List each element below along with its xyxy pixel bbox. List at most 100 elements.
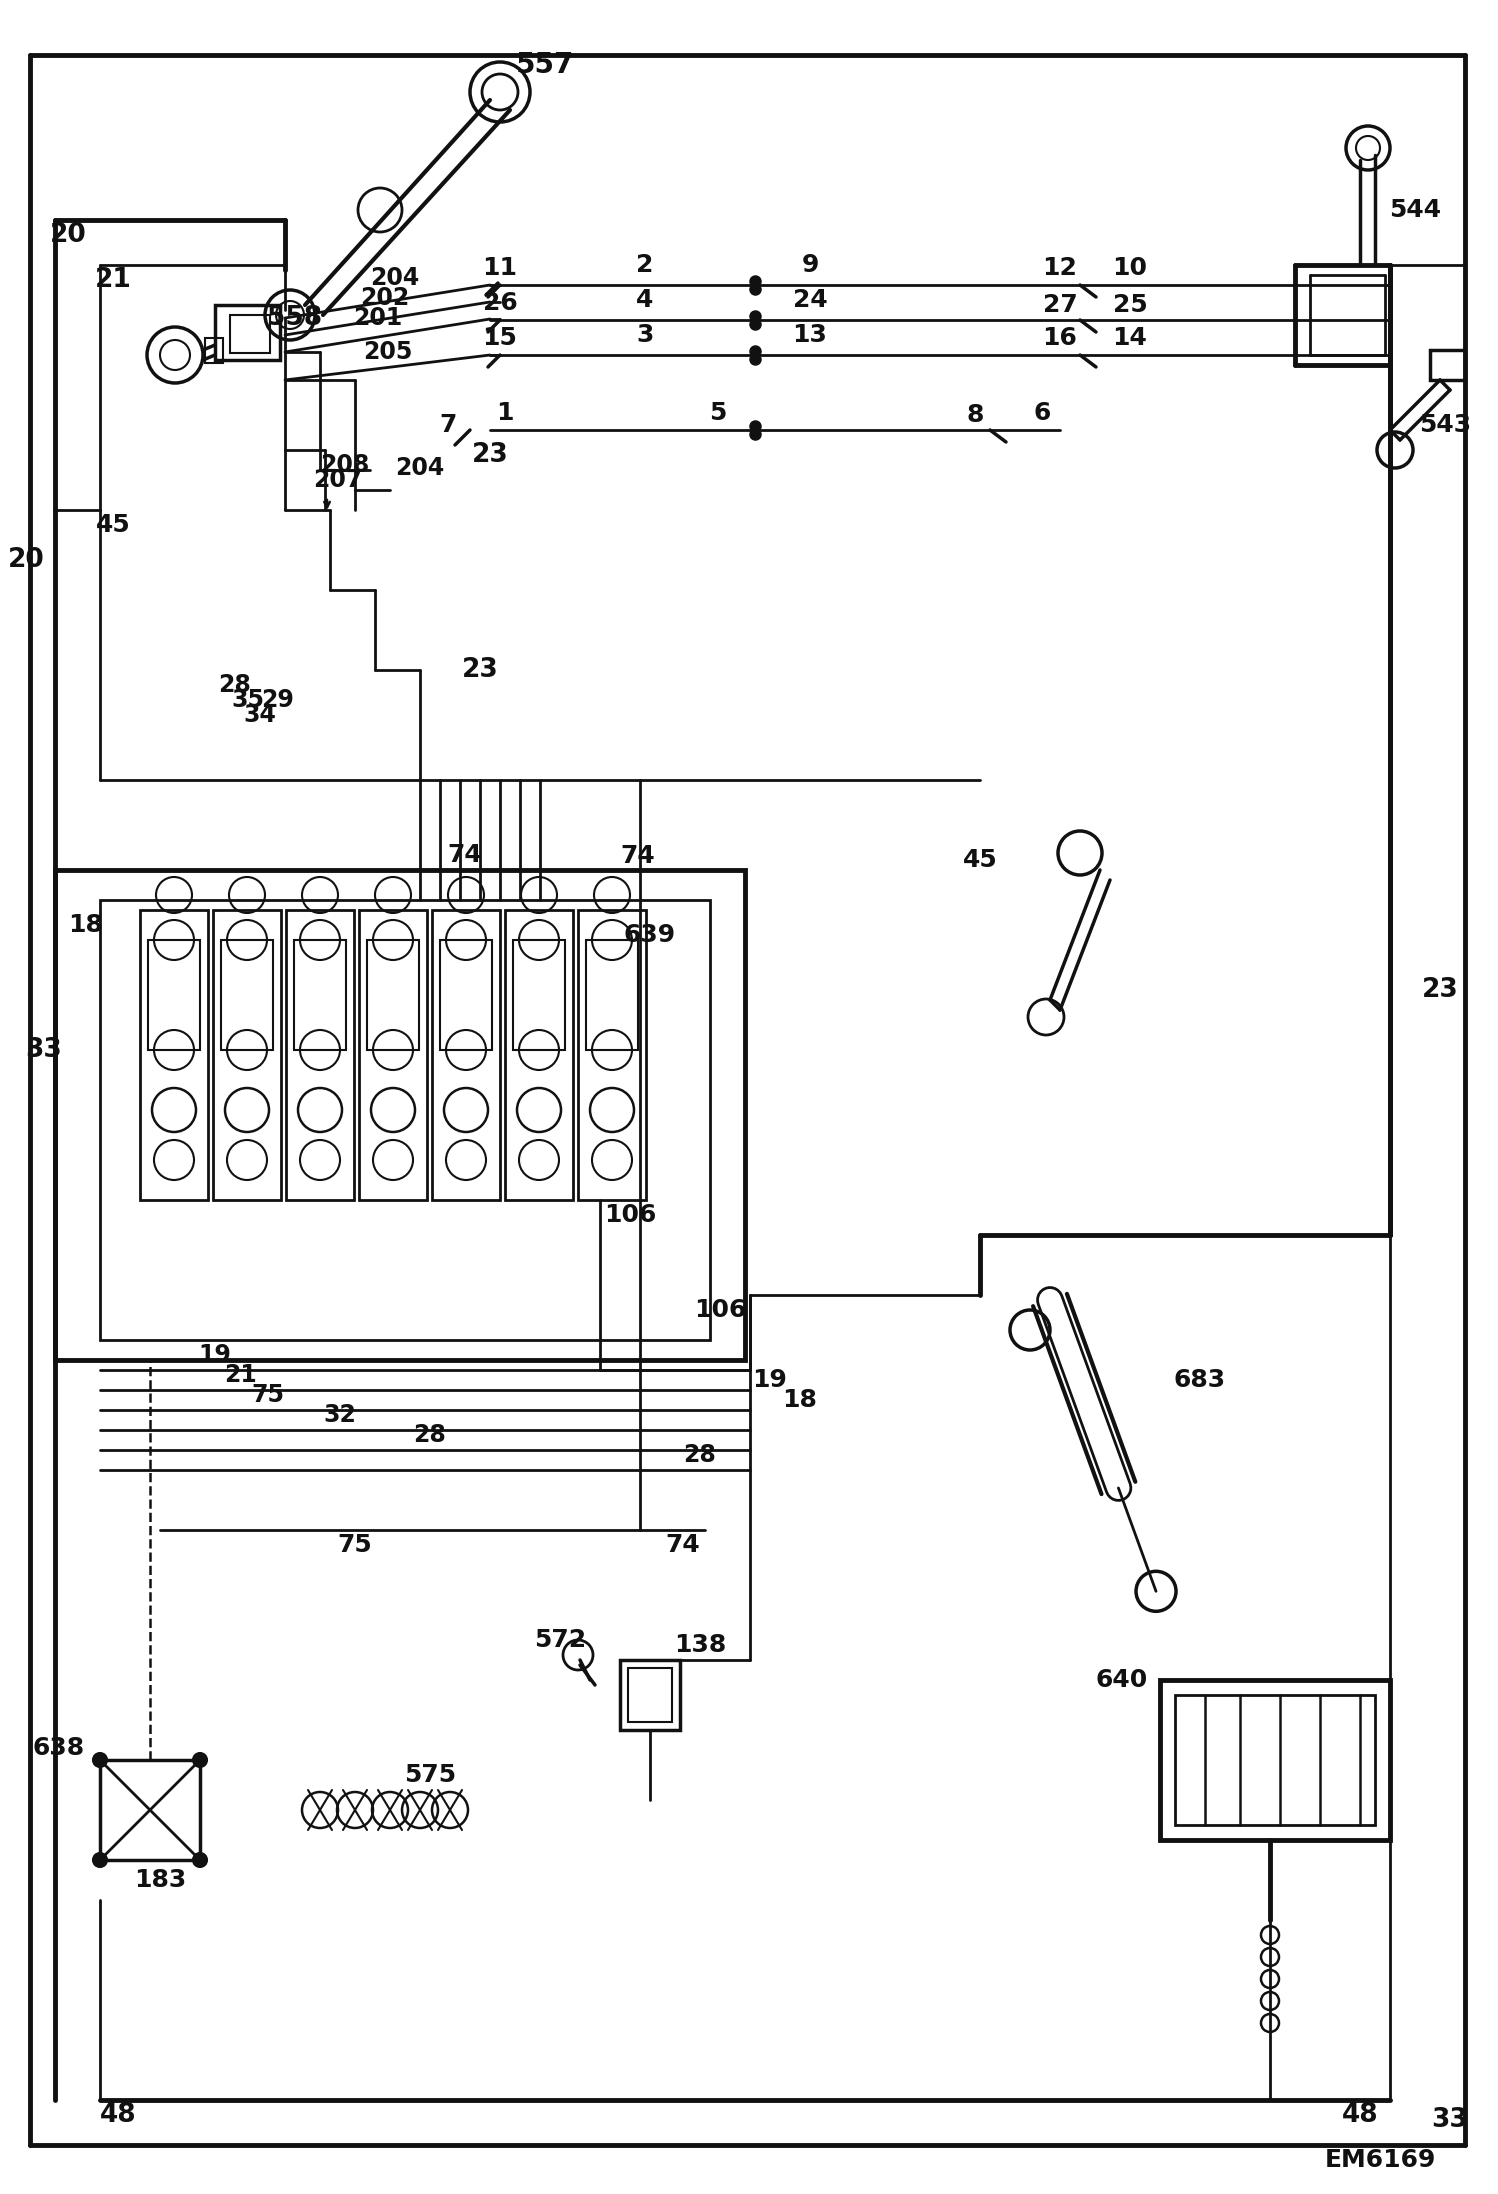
Bar [294,939,346,1051]
Text: 204: 204 [370,265,419,290]
Circle shape [193,1753,207,1766]
Text: 558: 558 [268,305,322,331]
Bar [139,911,208,1200]
Text: 183: 183 [133,1867,186,1891]
Text: 208: 208 [321,452,370,476]
Text: 14: 14 [1113,327,1147,351]
Text: 45: 45 [963,849,998,871]
Text: 48: 48 [100,2102,136,2128]
Text: 207: 207 [313,467,363,491]
Text: 75: 75 [252,1382,285,1406]
Text: 138: 138 [674,1632,727,1656]
Text: 19: 19 [752,1369,788,1391]
Bar [367,939,419,1051]
Text: 35: 35 [232,689,265,713]
Bar [286,911,354,1200]
Text: 33: 33 [25,1038,63,1064]
Bar [586,939,638,1051]
Text: 544: 544 [1389,197,1441,222]
Bar [55,871,745,1360]
Text: 28: 28 [683,1444,716,1468]
Text: 23: 23 [461,656,499,682]
Text: 33: 33 [1432,2106,1468,2133]
Text: 16: 16 [1043,327,1077,351]
Text: 29: 29 [262,689,295,713]
Text: 34: 34 [244,702,277,726]
Text: 48: 48 [1342,2102,1378,2128]
Text: 74: 74 [665,1534,701,1558]
Text: 27: 27 [1043,294,1077,316]
Text: 201: 201 [354,305,403,329]
Bar [431,911,500,1200]
Text: 202: 202 [361,285,409,309]
Text: 28: 28 [413,1424,446,1448]
Circle shape [93,1753,106,1766]
Text: 204: 204 [395,456,445,480]
Text: 683: 683 [1174,1369,1225,1391]
Text: 572: 572 [533,1628,586,1652]
Text: 23: 23 [1422,976,1459,1003]
Text: 1: 1 [496,402,514,426]
Text: 21: 21 [223,1362,256,1387]
Text: 9: 9 [801,252,819,276]
Text: 19: 19 [199,1343,231,1367]
Bar [360,911,427,1200]
Text: 639: 639 [625,924,676,948]
Text: 575: 575 [404,1764,455,1786]
Text: EM6169: EM6169 [1324,2148,1435,2172]
Text: 32: 32 [324,1402,357,1426]
Bar [1431,351,1465,380]
Text: 75: 75 [337,1534,373,1558]
Text: 106: 106 [604,1202,656,1226]
Text: 21: 21 [94,268,132,294]
Text: 28: 28 [219,674,252,698]
Text: 23: 23 [472,441,508,467]
Text: 45: 45 [96,513,130,538]
Bar [222,939,273,1051]
Text: 25: 25 [1113,294,1147,316]
Text: 638: 638 [33,1735,85,1760]
Text: 3: 3 [637,323,653,347]
Bar [1174,1696,1375,1825]
Text: 15: 15 [482,327,517,351]
Text: 5: 5 [710,402,727,426]
Bar [100,1760,201,1861]
Text: 18: 18 [67,913,103,937]
Circle shape [93,1854,106,1867]
Bar [440,939,491,1051]
Text: 13: 13 [792,323,827,347]
Text: 543: 543 [1419,412,1471,437]
Text: 6: 6 [1034,402,1050,426]
Text: 106: 106 [694,1299,746,1323]
Text: 8: 8 [966,404,984,428]
Text: 24: 24 [792,287,827,312]
Text: 640: 640 [1095,1667,1147,1692]
Text: 20: 20 [9,546,45,573]
Text: 2: 2 [637,252,653,276]
Text: 18: 18 [782,1389,818,1413]
Bar [100,900,710,1341]
Bar [148,939,201,1051]
Bar [620,1661,680,1731]
Text: 26: 26 [482,292,517,316]
Bar [512,939,565,1051]
Bar [231,316,270,353]
Text: 74: 74 [448,842,482,867]
Bar [205,338,223,362]
Text: 557: 557 [515,50,574,79]
Bar [578,911,646,1200]
Text: 12: 12 [1043,257,1077,281]
Text: 4: 4 [637,287,653,312]
Text: 7: 7 [439,412,457,437]
Text: 11: 11 [482,257,517,281]
Text: 10: 10 [1113,257,1147,281]
Bar [1159,1681,1390,1841]
Bar [216,305,280,360]
Text: 74: 74 [620,845,656,869]
Circle shape [193,1854,207,1867]
Bar [213,911,282,1200]
Bar [628,1667,673,1722]
Bar [505,911,574,1200]
Text: 205: 205 [364,340,412,364]
Text: 20: 20 [49,222,87,248]
